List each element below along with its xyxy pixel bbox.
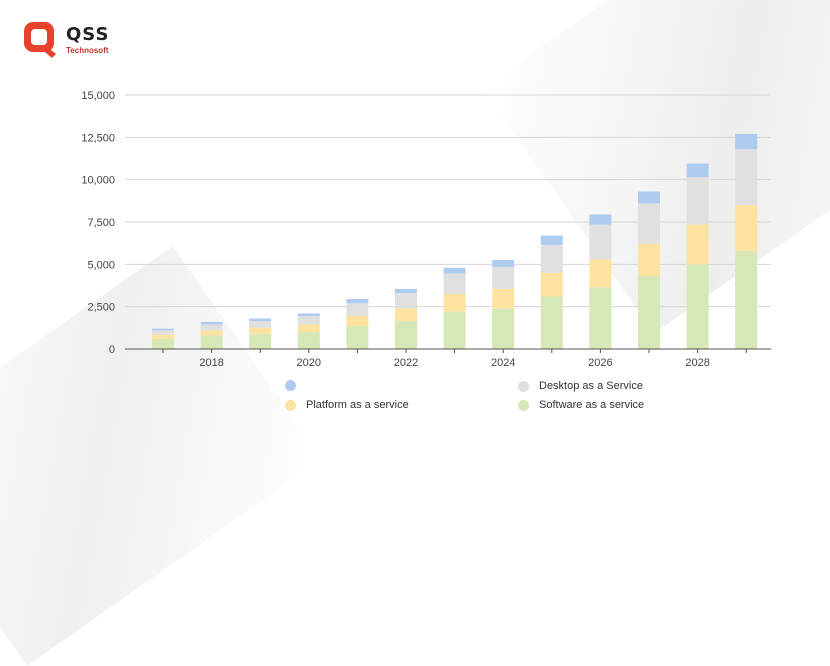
legend-label: Desktop as a Service [539,380,643,392]
bar-segment [589,287,612,349]
y-tick-label: 7,500 [87,217,115,229]
bar-segment [297,315,320,325]
y-tick-label: 5,000 [87,259,115,271]
brand-subtitle: Technosoft [66,45,109,55]
bar-segment [200,321,223,325]
x-tick-label: 2018 [199,357,223,369]
legend-swatch [518,380,529,392]
bar-segment [589,224,612,260]
legend-item: Platform as a service [285,399,409,411]
bar-segment [200,330,223,336]
bar-segment [395,293,417,309]
bar-segment [540,244,563,273]
bar-segment [686,264,709,349]
company-logo: QSS Technosoft [22,20,109,60]
bar-segment [492,266,515,289]
bar-segment [152,334,174,339]
bar-segment [395,308,417,322]
legend-swatch [518,399,529,411]
legend-item: Software as a service [518,399,644,411]
bar-segment [249,321,272,328]
bar-segment [297,313,320,316]
bar-segment [492,260,515,267]
bar-segment [443,293,466,312]
y-tick-label: 0 [109,344,115,356]
bar-segment [492,288,515,309]
bar-segment [297,324,320,333]
qss-logo-icon [24,22,56,58]
bar-segment [297,332,320,349]
bar-segment [686,163,709,178]
bar-segment [638,203,660,245]
bar-segment [395,321,417,349]
bar-segment [638,276,660,349]
bar-segment [152,338,174,349]
bar-segment [249,333,272,349]
bar-segment [346,299,369,304]
y-tick-label: 15,000 [81,90,115,102]
x-tick-label: 2020 [297,357,321,369]
y-tick-label: 10,000 [81,175,115,187]
legend-label: Platform as a service [306,399,409,411]
bar-segment [638,244,660,277]
bar-segment [735,133,758,150]
bar-segment [735,149,758,206]
bar-segment [249,327,272,334]
legend-swatch [285,399,296,411]
bar-segment [346,303,369,316]
bar-segment [686,177,709,225]
bar-segment [540,235,563,245]
bar-segment [540,296,563,349]
x-tick-label: 2024 [491,357,515,369]
bar-segment [346,326,369,349]
bar-segment [540,272,563,297]
bar-segment [249,318,272,322]
bar-segment [443,273,466,294]
stacked-bar-chart: 0 2,500 5,000 7,500 10,000 12,500 15,000 2018 20… [81,90,771,369]
bar-segment [735,250,758,349]
legend-label: Software as a service [539,399,645,411]
legend-item [285,380,306,391]
bar-segment [589,214,612,225]
x-tick-label: 2028 [685,357,709,369]
brand-name: QSS [66,23,110,45]
bar-segment [443,311,466,349]
x-tick-label: 2022 [394,357,418,369]
bar-segment [443,267,466,274]
x-tick-label: 2026 [588,357,612,369]
bar-segment [638,191,660,204]
y-tick-label: 12,500 [81,132,115,144]
bar-segment [492,308,515,349]
bar-segment [200,324,223,331]
bar-segment [589,259,612,288]
bar-segment [346,315,369,327]
bar-segment [735,205,758,251]
bar-segment [152,330,174,335]
legend-swatch [285,380,296,391]
bar-segment [395,288,417,294]
legend-item: Desktop as a Service [518,380,643,392]
bar-segment [686,224,709,265]
bar-segment [200,335,223,349]
y-tick-label: 2,500 [87,302,115,314]
chart-legend: Platform as a service Desktop as a Servic… [285,380,715,420]
bar-segment [152,328,174,331]
